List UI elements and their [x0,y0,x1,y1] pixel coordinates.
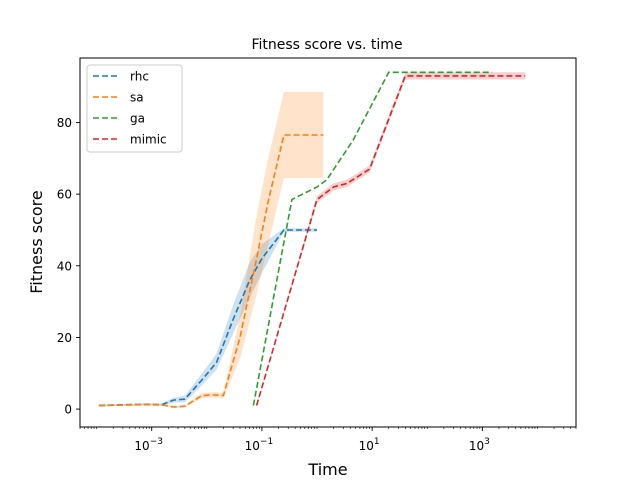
line-ga [252,71,493,406]
x-tick-label: 103 [469,437,490,453]
y-tick-label: 0 [64,403,72,417]
y-tick-label: 20 [57,331,72,345]
y-axis-label: Fitness score [27,190,46,294]
y-tick-label: 80 [57,116,72,130]
legend: rhc sa ga mimic [86,64,183,153]
y-tick-label: 60 [57,188,72,202]
x-tick-label: 10−3 [134,437,163,453]
legend-label-rhc: rhc [130,70,149,84]
confidence-bands [98,72,526,408]
line-rhc [98,229,317,407]
x-tick-label: 101 [359,437,380,453]
plot-frame [79,57,577,428]
line-sa [98,134,324,408]
x-tick-label: 10−1 [245,437,274,453]
band-sa [98,92,324,408]
y-axis-ticks: 0 20 40 60 80 [57,116,80,417]
band-rhc [98,228,318,407]
legend-label-ga: ga [130,112,145,126]
legend-label-sa: sa [130,91,144,105]
legend-box [86,64,183,153]
legend-label-mimic: mimic [130,133,167,147]
y-tick-label: 40 [57,259,72,273]
x-axis-label: Time [307,460,347,479]
series-lines [98,71,526,408]
chart-title: Fitness score vs. time [251,37,402,53]
x-axis-ticks: 10−3 10−1 101 103 [79,427,577,453]
